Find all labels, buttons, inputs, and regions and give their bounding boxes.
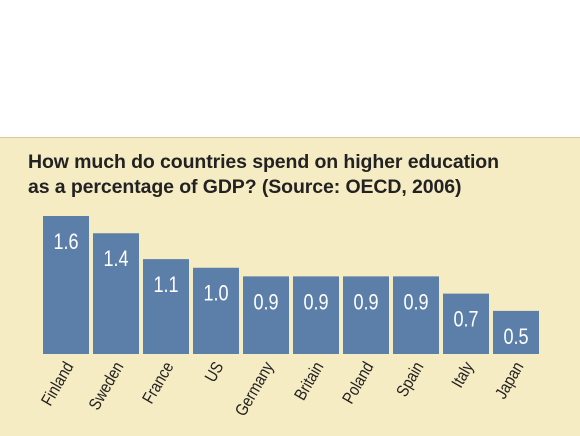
data-label-spain: 0.9 bbox=[403, 291, 428, 315]
chart-title: How much do countries spend on higher ed… bbox=[28, 150, 568, 200]
bar-us bbox=[193, 267, 239, 354]
bar-japan bbox=[493, 310, 539, 354]
bar-poland bbox=[343, 276, 389, 354]
tick-label-spain: Spain bbox=[393, 359, 427, 400]
bar-germany bbox=[243, 276, 289, 354]
data-label-finland: 1.6 bbox=[53, 230, 78, 254]
tick-label-sweden: Sweden bbox=[86, 359, 128, 413]
tick-label-italy: Italy bbox=[449, 359, 478, 391]
tick-label-france: France bbox=[139, 359, 177, 407]
bar-spain bbox=[393, 276, 439, 354]
tick-label-britain: Britain bbox=[291, 359, 327, 404]
bar-sweden bbox=[93, 233, 139, 354]
bar-finland bbox=[43, 216, 89, 354]
bar-italy bbox=[443, 293, 489, 354]
tick-label-finland: Finland bbox=[38, 359, 78, 409]
chart-title-line-2: as a percentage of GDP? (Source: OECD, 2… bbox=[28, 176, 462, 198]
bar-france bbox=[143, 259, 189, 354]
data-label-japan: 0.5 bbox=[503, 325, 528, 349]
data-label-italy: 0.7 bbox=[453, 308, 478, 332]
data-label-sweden: 1.4 bbox=[103, 248, 128, 272]
chart-title-line-1: How much do countries spend on higher ed… bbox=[28, 151, 499, 173]
data-label-poland: 0.9 bbox=[353, 291, 378, 315]
data-label-us: 1.0 bbox=[203, 282, 228, 306]
bar-britain bbox=[293, 276, 339, 354]
data-label-britain: 0.9 bbox=[303, 291, 328, 315]
data-label-france: 1.1 bbox=[153, 274, 178, 298]
tick-label-us: US bbox=[202, 359, 228, 386]
data-label-germany: 0.9 bbox=[253, 291, 278, 315]
tick-label-poland: Poland bbox=[339, 359, 377, 407]
tick-label-japan: Japan bbox=[492, 359, 528, 402]
tick-label-germany: Germany bbox=[232, 359, 278, 420]
